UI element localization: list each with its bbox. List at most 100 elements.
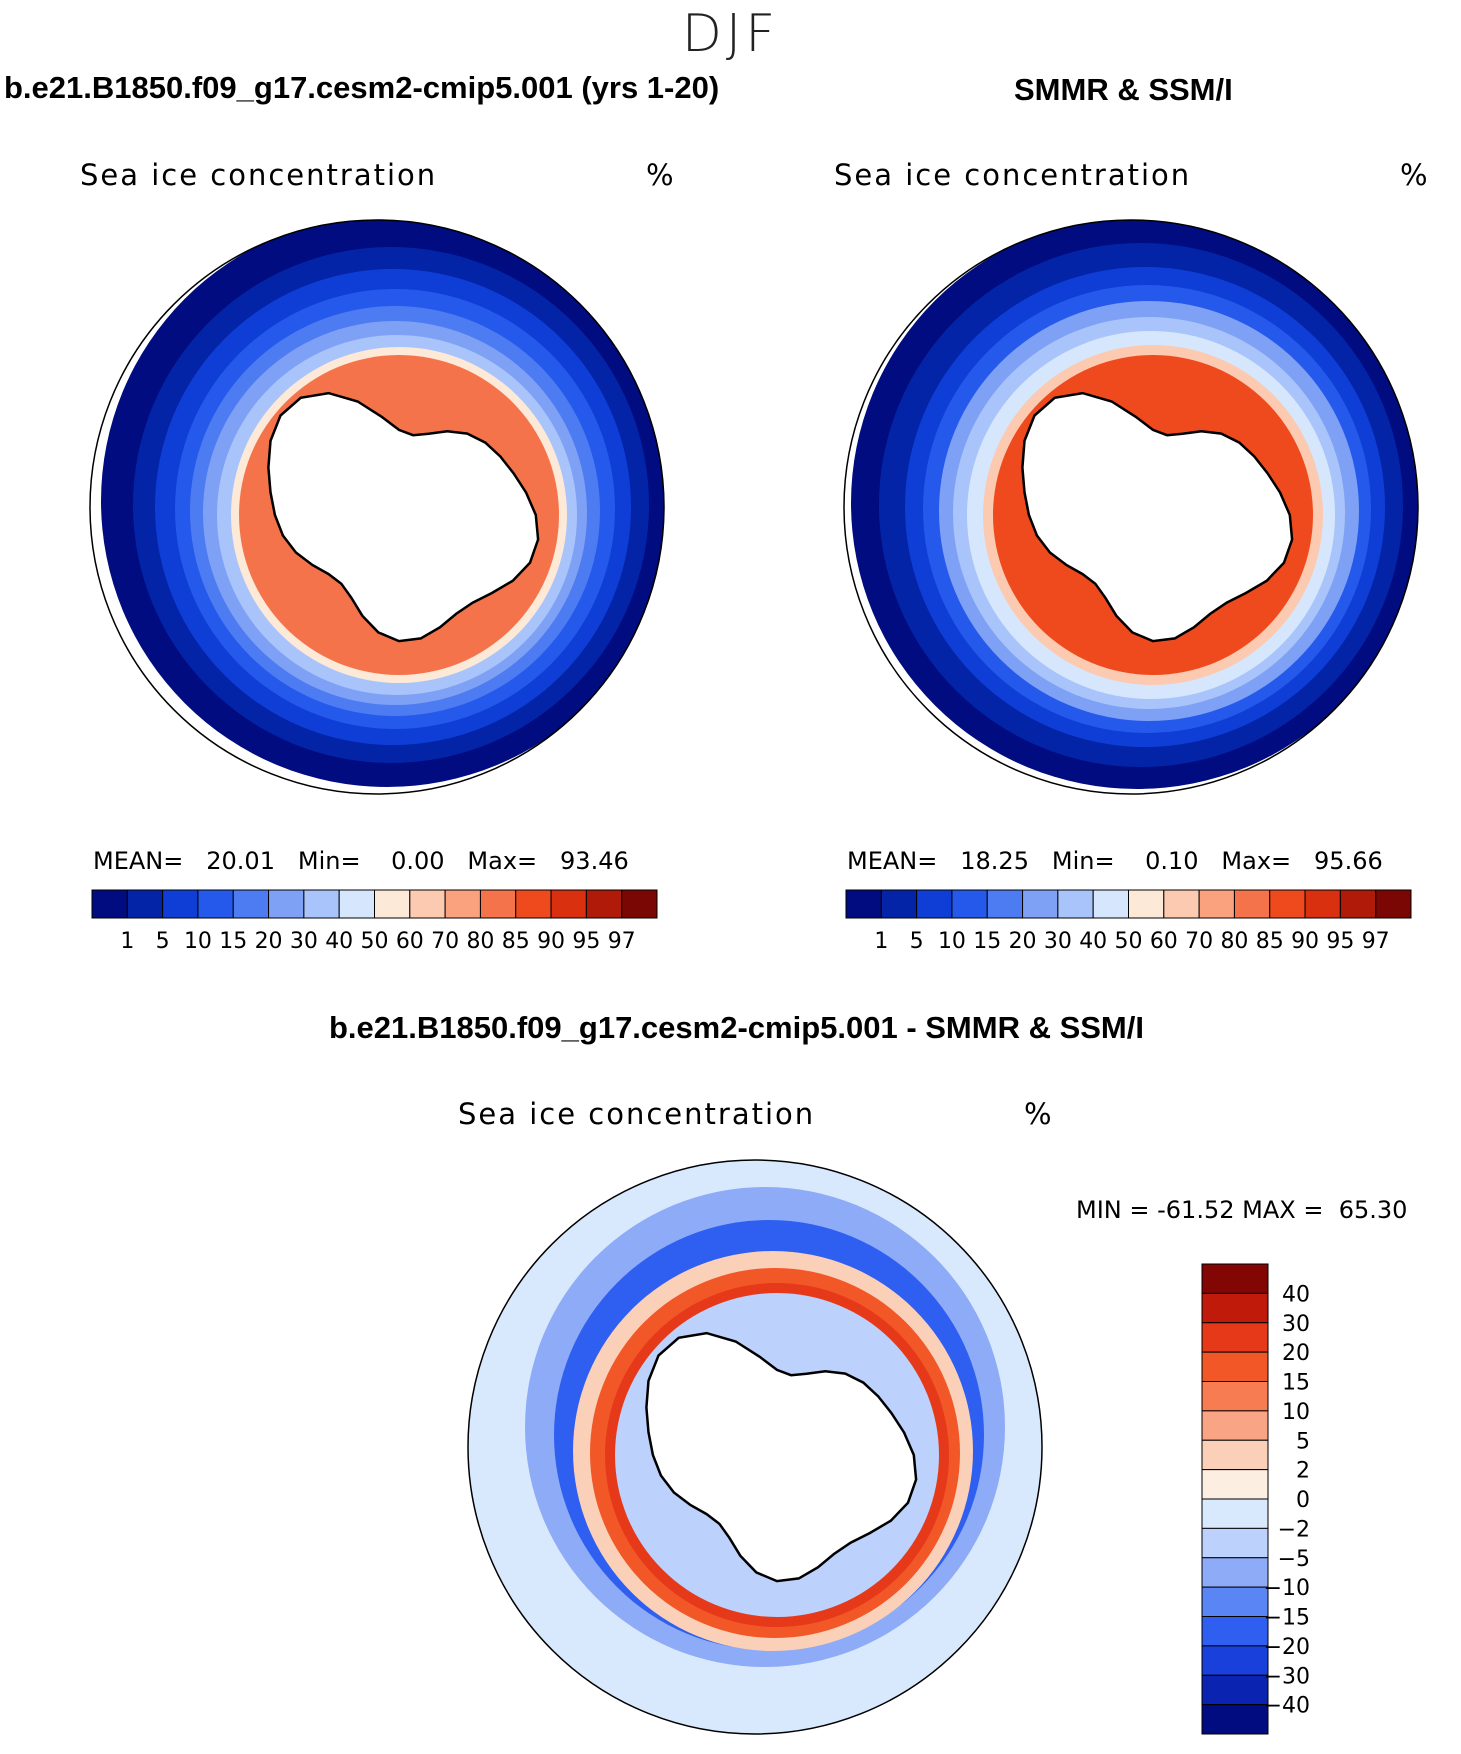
colorbar-swatch bbox=[1201, 1527, 1269, 1559]
diff-max-value: 65.30 bbox=[1338, 1196, 1408, 1224]
colorbar-swatch bbox=[268, 889, 305, 919]
antarctica-coastline bbox=[1021, 391, 1294, 643]
panel2-unit: % bbox=[1400, 158, 1428, 192]
colorbar-swatch bbox=[232, 889, 270, 919]
panel1-title: b.e21.B1850.f09_g17.cesm2-cmip5.001 (yrs… bbox=[4, 70, 720, 105]
colorbar-tick-label: 50 bbox=[1115, 929, 1143, 954]
colorbar-swatch bbox=[1201, 1557, 1269, 1588]
colorbar-swatch bbox=[162, 889, 199, 919]
colorbar-tick-label: 60 bbox=[396, 929, 424, 954]
map-boundary-circle bbox=[843, 219, 1419, 795]
colorbar-tick-label: 2 bbox=[1296, 1459, 1310, 1484]
colorbar-tick-label: 20 bbox=[1282, 1341, 1310, 1366]
colorbar-swatch bbox=[1201, 1381, 1269, 1412]
colorbar-swatch bbox=[1201, 1469, 1269, 1500]
colorbar-tick-label: −2 bbox=[1278, 1517, 1310, 1542]
colorbar-swatch bbox=[1201, 1704, 1269, 1735]
colorbar-swatch bbox=[1092, 889, 1129, 919]
colorbar-swatch bbox=[986, 889, 1024, 919]
colorbar-tick-label: 80 bbox=[1220, 929, 1248, 954]
colorbar-tick-label: 97 bbox=[608, 929, 636, 954]
colorbar-tick-label: 5 bbox=[156, 929, 170, 954]
panel2-min-value: 0.10 bbox=[1145, 847, 1199, 875]
colorbar-swatch bbox=[479, 889, 517, 919]
colorbar-tick-label: −30 bbox=[1264, 1664, 1310, 1689]
colorbar-swatch bbox=[1163, 889, 1200, 919]
colorbar-swatch bbox=[1201, 1439, 1269, 1471]
diff-map bbox=[467, 1159, 1043, 1735]
diff-max-label: MAX = bbox=[1242, 1196, 1324, 1224]
antarctica-coastline bbox=[267, 391, 540, 643]
colorbar-swatch bbox=[1198, 889, 1235, 919]
colorbar-swatch bbox=[1304, 889, 1341, 919]
colorbar-tick-label: −5 bbox=[1278, 1547, 1310, 1572]
panel1-mean-value: 20.01 bbox=[206, 847, 275, 875]
colorbar-swatch bbox=[1022, 889, 1059, 919]
panel1-colorbar: 1 5 10 15 20 30 40 50 60 70 80 85 90 95 97 bbox=[91, 889, 658, 954]
colorbar-swatch bbox=[1201, 1263, 1269, 1294]
diff-min-value: -61.52 bbox=[1157, 1196, 1235, 1224]
panel2-field bbox=[843, 219, 1419, 795]
panel2-variable-label: Sea ice concentration bbox=[834, 158, 1192, 192]
colorbar-swatch bbox=[515, 889, 552, 919]
colorbar-tick-label: 10 bbox=[184, 929, 212, 954]
colorbar-tick-label: 1 bbox=[120, 929, 134, 954]
colorbar-swatch bbox=[1201, 1292, 1269, 1324]
colorbar-swatch bbox=[409, 889, 446, 919]
colorbar-tick-label: 30 bbox=[290, 929, 318, 954]
colorbar-tick-label: 50 bbox=[361, 929, 389, 954]
colorbar-tick-label: −40 bbox=[1264, 1694, 1310, 1719]
colorbar-swatch bbox=[585, 889, 623, 919]
colorbar-tick-label: 90 bbox=[1291, 929, 1319, 954]
map-boundary-circle bbox=[467, 1159, 1043, 1735]
colorbar-tick-label: −10 bbox=[1264, 1576, 1310, 1601]
panel1-max-value: 93.46 bbox=[560, 847, 629, 875]
colorbar-swatch bbox=[845, 889, 882, 919]
colorbar-tick-label: 20 bbox=[1009, 929, 1037, 954]
panel1-stats: MEAN= 20.01 Min= 0.00 Max= 93.46 bbox=[93, 847, 629, 875]
colorbar-swatch bbox=[1201, 1498, 1269, 1529]
colorbar-tick-label: 30 bbox=[1282, 1312, 1310, 1337]
colorbar-swatch bbox=[303, 889, 340, 919]
colorbar-swatch bbox=[1201, 1322, 1269, 1353]
colorbar-tick-label: 0 bbox=[1296, 1488, 1310, 1513]
antarctica-coastline bbox=[645, 1331, 918, 1583]
colorbar-swatch bbox=[1201, 1674, 1269, 1706]
colorbar-swatch bbox=[951, 889, 988, 919]
colorbar-tick-label: 30 bbox=[1044, 929, 1072, 954]
colorbar-swatch bbox=[197, 889, 234, 919]
colorbar-tick-label: 95 bbox=[572, 929, 600, 954]
colorbar-tick-label: 80 bbox=[466, 929, 494, 954]
colorbar-swatch bbox=[1201, 1410, 1269, 1441]
colorbar-tick-label: 15 bbox=[1282, 1371, 1310, 1396]
colorbar-swatch bbox=[444, 889, 481, 919]
diff-stats: MIN = -61.52 MAX = 65.30 bbox=[1076, 1196, 1407, 1224]
panel2-title: SMMR & SSM/I bbox=[1014, 72, 1233, 107]
panel1-max-label: Max= bbox=[467, 847, 538, 875]
panel1-mean-label: MEAN= bbox=[93, 847, 184, 875]
colorbar-tick-label: 5 bbox=[1296, 1429, 1310, 1454]
panel1-field bbox=[89, 219, 665, 795]
colorbar-swatch bbox=[1057, 889, 1094, 919]
colorbar-swatch bbox=[916, 889, 953, 919]
colorbar-swatch bbox=[1339, 889, 1377, 919]
season-title: DJF bbox=[681, 4, 780, 64]
colorbar-tick-label: 10 bbox=[1282, 1400, 1310, 1425]
colorbar-tick-label: 5 bbox=[910, 929, 924, 954]
colorbar-tick-label: 20 bbox=[255, 929, 283, 954]
colorbar-swatch bbox=[1201, 1645, 1269, 1676]
colorbar-swatch bbox=[621, 889, 658, 919]
colorbar-tick-label: 40 bbox=[1282, 1282, 1310, 1307]
colorbar-swatch bbox=[374, 889, 411, 919]
panel1-unit: % bbox=[646, 158, 674, 192]
colorbar-tick-label: 70 bbox=[1185, 929, 1213, 954]
panel2-stats: MEAN= 18.25 Min= 0.10 Max= 95.66 bbox=[847, 847, 1383, 875]
colorbar-tick-label: 40 bbox=[325, 929, 353, 954]
diff-variable-label: Sea ice concentration bbox=[458, 1097, 816, 1131]
map-boundary-circle bbox=[89, 219, 665, 795]
colorbar-swatch bbox=[1233, 889, 1271, 919]
panel1-variable-label: Sea ice concentration bbox=[80, 158, 438, 192]
colorbar-tick-label: −15 bbox=[1264, 1606, 1310, 1631]
colorbar-swatch bbox=[550, 889, 587, 919]
colorbar-swatch bbox=[91, 889, 128, 919]
